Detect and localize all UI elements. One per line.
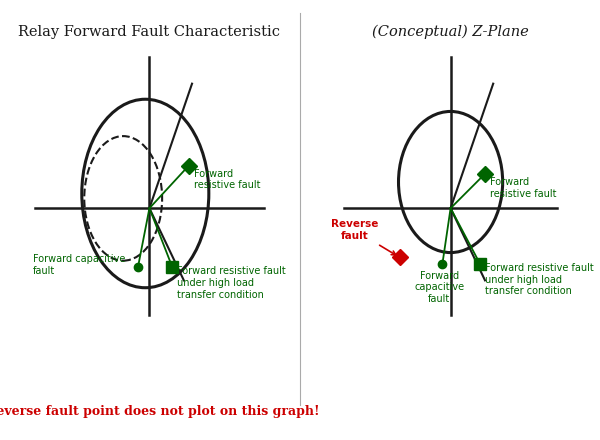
Title: Relay Forward Fault Characteristic: Relay Forward Fault Characteristic [19,25,280,39]
Text: Reverse fault point does not plot on this graph!: Reverse fault point does not plot on thi… [0,405,320,418]
Text: Forward resistive fault
under high load
transfer condition: Forward resistive fault under high load … [485,263,594,297]
Text: Forward resistive fault
under high load
transfer condition: Forward resistive fault under high load … [177,266,286,300]
Text: Forward
capacitive
fault: Forward capacitive fault [414,271,464,304]
Text: Reverse
fault: Reverse fault [331,220,396,255]
Text: Forward capacitive
fault: Forward capacitive fault [33,254,125,276]
Title: (Conceptual) Z-Plane: (Conceptual) Z-Plane [372,25,529,39]
Text: Forward
resistive fault: Forward resistive fault [194,169,260,191]
Text: Forward
resistive fault: Forward resistive fault [490,177,556,199]
